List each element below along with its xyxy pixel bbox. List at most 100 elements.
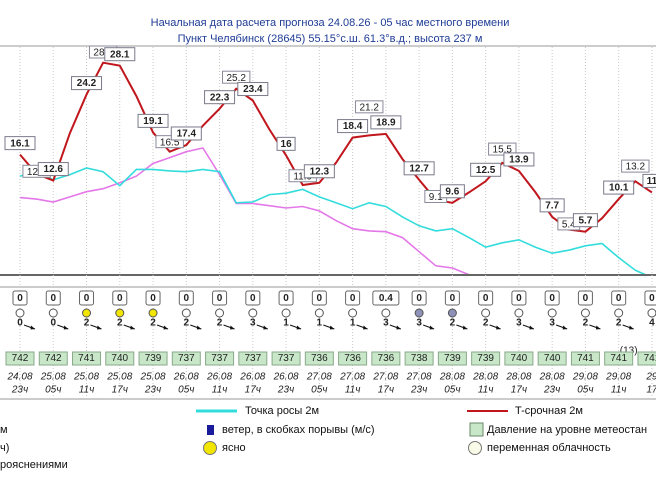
extreme-label: 9.1 <box>429 192 443 203</box>
value-box <box>4 136 36 151</box>
sky-icon <box>248 308 258 318</box>
pressure-box <box>238 351 268 366</box>
x-tick-label: 23ч <box>410 385 427 396</box>
precip-label: 0 <box>283 293 289 304</box>
pressure-label: 741 <box>78 353 95 364</box>
wind-label: 2 <box>616 318 622 329</box>
wind-arrow-head <box>396 325 401 330</box>
value-box <box>503 152 535 167</box>
wind-label: 3 <box>250 318 256 329</box>
legend-label: Давление на уровне метеостан <box>487 424 647 436</box>
x-tick-label: 17ч <box>112 385 128 396</box>
value-label: 9.6 <box>445 186 459 197</box>
pressure-box <box>271 351 301 366</box>
wind-arrow-head <box>163 325 169 330</box>
legend-swatch <box>207 425 214 435</box>
x-tick-label: 11ч <box>345 385 361 396</box>
precip-label: 0 <box>616 293 622 304</box>
x-date-label: 28.08 <box>472 372 498 383</box>
pressure-box <box>338 351 368 366</box>
wind-arrow-head <box>595 325 601 330</box>
x-tick-label: 23ч <box>543 385 560 396</box>
wind-label: 3 <box>516 318 522 329</box>
pressure-box <box>471 351 501 366</box>
legend-label: Точка росы 2м <box>245 405 319 417</box>
wind-label: 2 <box>184 318 190 329</box>
sky-icon <box>614 308 624 318</box>
value-box <box>470 162 502 177</box>
wind-arrow-head <box>130 325 135 330</box>
value-label: 12.7 <box>409 163 429 174</box>
value-box <box>370 115 402 130</box>
chart-subtitle: Пункт Челябинск (28645) 55.15°с.ш. 61.3°… <box>178 33 483 45</box>
x-date-label: 28.08 <box>439 372 465 383</box>
pressure-box <box>304 351 334 366</box>
precip-label: 0 <box>184 293 190 304</box>
legend-label: рояснениями <box>0 459 68 471</box>
precip-box <box>212 290 228 306</box>
value-label: 22.3 <box>210 92 230 103</box>
x-tick-label: 05ч <box>444 385 460 396</box>
precip-label: 0 <box>17 293 23 304</box>
pressure-label: 737 <box>278 353 295 364</box>
wind-label: 4 <box>649 318 655 329</box>
pressure-box <box>38 351 68 366</box>
pressure-label: 739 <box>444 353 461 364</box>
x-date-label: 27.08 <box>306 372 332 383</box>
precip-box <box>644 290 656 306</box>
wind-arrow-head <box>296 325 302 330</box>
wind-label: 2 <box>150 318 156 329</box>
x-date-label: 26.08 <box>173 372 199 383</box>
x-tick-label: 23ч <box>11 385 28 396</box>
precip-label: 0 <box>117 293 123 304</box>
value-label: 24.2 <box>77 78 97 89</box>
x-date-label: 25.08 <box>106 372 132 383</box>
pressure-label: 741 <box>610 353 627 364</box>
extreme-label: 15.5 <box>493 145 513 156</box>
wind-arrow-head <box>30 325 35 330</box>
pressure-label: 737 <box>211 353 228 364</box>
wind-label: 0 <box>50 318 56 329</box>
sky-icon <box>580 308 590 318</box>
series-line <box>19 147 470 274</box>
legend-swatch <box>468 441 482 455</box>
pressure-label: 740 <box>544 353 561 364</box>
value-box <box>204 90 236 105</box>
wind-label: 0 <box>17 318 23 329</box>
value-label: 7.7 <box>545 201 559 212</box>
sky-icon <box>115 308 125 318</box>
x-tick-label: 05ч <box>178 385 194 396</box>
precip-box <box>411 290 427 306</box>
precip-label: 0 <box>416 293 422 304</box>
value-box <box>137 113 169 128</box>
precip-label: 0 <box>350 293 356 304</box>
value-label: 12.6 <box>44 164 64 175</box>
pressure-label: 742 <box>45 353 62 364</box>
extreme-box <box>355 100 384 114</box>
value-box <box>276 136 296 151</box>
sky-icon <box>82 308 92 318</box>
value-box <box>37 162 69 177</box>
pressure-label: 737 <box>178 353 195 364</box>
legend-label: м <box>0 424 8 436</box>
pressure-box <box>138 351 168 366</box>
sky-icon <box>281 308 291 318</box>
value-box <box>303 164 335 179</box>
pressure-label: 736 <box>344 353 361 364</box>
extreme-label: 5.4 <box>562 220 576 231</box>
sky-icon <box>15 308 25 318</box>
precip-box <box>345 290 361 306</box>
pressure-label: 740 <box>111 353 128 364</box>
sky-icon <box>381 308 391 318</box>
precip-box <box>178 290 194 306</box>
x-tick-label: 11ч <box>212 385 228 396</box>
wind-label: 2 <box>217 318 223 329</box>
value-box <box>170 126 202 141</box>
x-tick-label: 05ч <box>45 385 61 396</box>
legend-swatch <box>469 422 484 437</box>
x-tick-label: 11ч <box>611 385 627 396</box>
value-label: 23.4 <box>243 84 263 95</box>
value-label: 12.3 <box>310 166 330 177</box>
wind-label: 2 <box>583 318 589 329</box>
